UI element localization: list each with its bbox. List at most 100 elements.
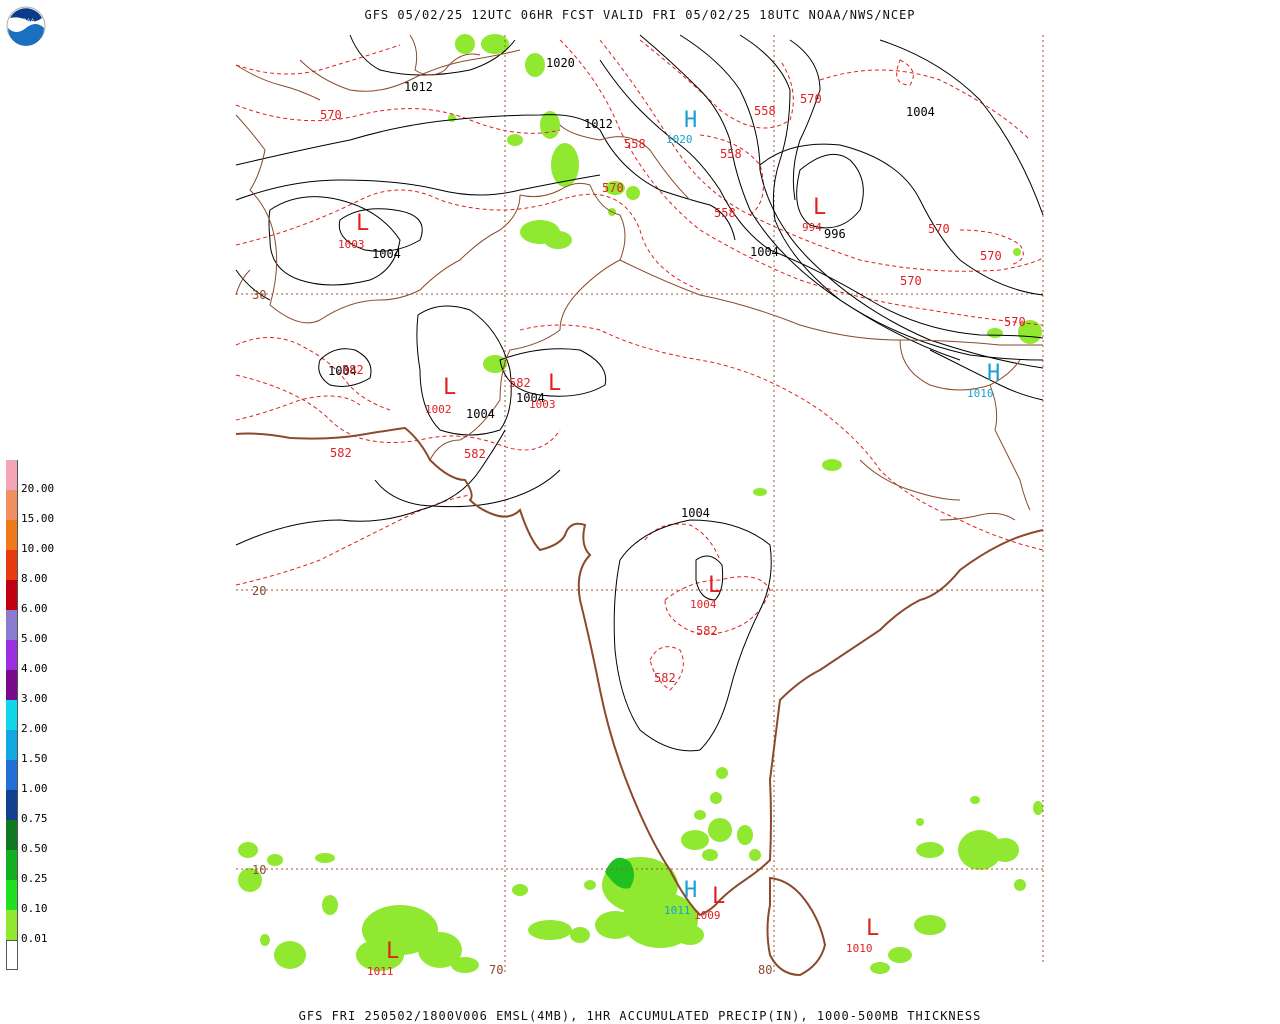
thickness-label: 582 bbox=[654, 671, 676, 685]
legend-swatch bbox=[6, 550, 18, 580]
coastlines bbox=[235, 426, 1044, 977]
legend-item: 10.00 bbox=[6, 520, 66, 555]
legend-swatch bbox=[6, 670, 18, 700]
low-symbol: L bbox=[712, 884, 725, 909]
precip-areas-heavy bbox=[605, 857, 634, 889]
legend-swatch bbox=[6, 760, 18, 790]
legend-item: 0.50 bbox=[6, 820, 66, 855]
high-value: 1020 bbox=[666, 133, 693, 146]
lon-label-70: 70 bbox=[489, 963, 503, 977]
thickness-label: 558 bbox=[754, 104, 776, 118]
low-value: 1009 bbox=[694, 909, 721, 922]
legend-item: 6.00 bbox=[6, 580, 66, 615]
low-symbol: L bbox=[386, 939, 399, 964]
low-value: 1010 bbox=[846, 942, 873, 955]
legend-item: 8.00 bbox=[6, 550, 66, 585]
legend-swatch bbox=[6, 790, 18, 820]
thickness-label: 570 bbox=[980, 249, 1002, 263]
high-value: 1010 bbox=[967, 387, 994, 400]
lon-label-80: 80 bbox=[758, 963, 772, 977]
legend-item: 5.00 bbox=[6, 610, 66, 645]
legend-label: 0.01 bbox=[21, 932, 48, 945]
legend-label: 0.75 bbox=[21, 812, 48, 825]
low-symbol: L bbox=[443, 375, 456, 400]
low-symbol: L bbox=[866, 916, 879, 941]
low-symbol: L bbox=[548, 371, 561, 396]
legend-label: 15.00 bbox=[21, 512, 55, 525]
legend-item bbox=[6, 940, 66, 970]
legend-item: 3.00 bbox=[6, 670, 66, 705]
thickness-label: 570 bbox=[928, 222, 950, 236]
legend-label: 4.00 bbox=[21, 662, 48, 675]
low-value: 994 bbox=[802, 221, 822, 234]
legend-swatch bbox=[6, 880, 18, 910]
legend-swatch bbox=[6, 580, 18, 610]
isobar-label: 1004 bbox=[750, 245, 779, 259]
legend-label: 0.25 bbox=[21, 872, 48, 885]
thickness-label: 570 bbox=[900, 274, 922, 288]
low-value: 1004 bbox=[690, 598, 717, 611]
high-symbol: H bbox=[684, 108, 697, 133]
isobar-label: 1004 bbox=[328, 364, 357, 378]
legend-label: 10.00 bbox=[21, 542, 55, 555]
map-title: GFS 05/02/25 12UTC 06HR FCST VALID FRI 0… bbox=[364, 8, 916, 22]
political-borders bbox=[235, 34, 1043, 521]
low-value: 1003 bbox=[338, 238, 365, 251]
legend-item: 2.00 bbox=[6, 700, 66, 735]
legend-label: 0.10 bbox=[21, 902, 48, 915]
legend-item: 15.00 bbox=[6, 490, 66, 525]
logo-text: NOAA bbox=[17, 19, 34, 25]
legend-swatch bbox=[6, 610, 18, 640]
high-symbol: H bbox=[684, 878, 697, 903]
legend-label: 1.00 bbox=[21, 782, 48, 795]
legend-label: 2.00 bbox=[21, 722, 48, 735]
legend-label: 1.50 bbox=[21, 752, 48, 765]
high-pressure-centers: H 1020 H 1010 H 1011 bbox=[664, 108, 1000, 917]
grid-labels: 30 20 10 70 80 bbox=[252, 288, 772, 977]
lat-label-20: 20 bbox=[252, 584, 266, 598]
thickness-label: 570 bbox=[602, 181, 624, 195]
thickness-label: 582 bbox=[464, 447, 486, 461]
isobar-label: 996 bbox=[824, 227, 846, 241]
legend-swatch bbox=[6, 730, 18, 760]
legend-label: 20.00 bbox=[21, 482, 55, 495]
thickness-label: 570 bbox=[320, 108, 342, 122]
legend-swatch bbox=[6, 940, 18, 970]
isobar-label: 1012 bbox=[404, 80, 433, 94]
thickness-label: 558 bbox=[624, 137, 646, 151]
thickness-label: 570 bbox=[1004, 315, 1026, 329]
legend-item: 1.00 bbox=[6, 760, 66, 795]
thickness-contours bbox=[235, 39, 1044, 691]
high-symbol: H bbox=[987, 361, 1000, 386]
legend-swatch bbox=[6, 460, 18, 490]
thickness-labels: 570 570 570 570 570 570 570 558 558 558 … bbox=[320, 92, 1026, 685]
map-caption: GFS FRI 250502/1800V006 EMSL(4MB), 1HR A… bbox=[298, 1009, 982, 1023]
thickness-label: 558 bbox=[720, 147, 742, 161]
thickness-label: 582 bbox=[342, 363, 364, 377]
isobar-labels: 1020 1012 1012 1004 1004 1004 1004 1004 … bbox=[328, 56, 935, 520]
legend-item: 0.75 bbox=[6, 790, 66, 825]
legend-swatch bbox=[6, 820, 18, 850]
low-value: 1003 bbox=[529, 398, 556, 411]
legend-swatch bbox=[6, 850, 18, 880]
legend-label: 5.00 bbox=[21, 632, 48, 645]
isobar-label: 1004 bbox=[372, 247, 401, 261]
high-value: 1011 bbox=[664, 904, 691, 917]
legend-swatch bbox=[6, 520, 18, 550]
thickness-label: 558 bbox=[714, 206, 736, 220]
isobar-label: 1004 bbox=[466, 407, 495, 421]
legend-label: 0.50 bbox=[21, 842, 48, 855]
noaa-logo-icon: NOAA bbox=[6, 6, 46, 46]
legend-item: 1.50 bbox=[6, 730, 66, 765]
legend-swatch bbox=[6, 490, 18, 520]
low-value: 1002 bbox=[425, 403, 452, 416]
legend-label: 6.00 bbox=[21, 602, 48, 615]
low-pressure-centers: L 1003 L 994 L 1002 L 1003 L 1004 L 1009… bbox=[338, 195, 879, 978]
isobar-label: 1004 bbox=[681, 506, 710, 520]
legend-swatch bbox=[6, 700, 18, 730]
lat-lon-grid bbox=[236, 35, 1044, 975]
legend-swatch bbox=[6, 640, 18, 670]
isobar-contours bbox=[235, 34, 1044, 752]
legend-item: 4.00 bbox=[6, 640, 66, 675]
